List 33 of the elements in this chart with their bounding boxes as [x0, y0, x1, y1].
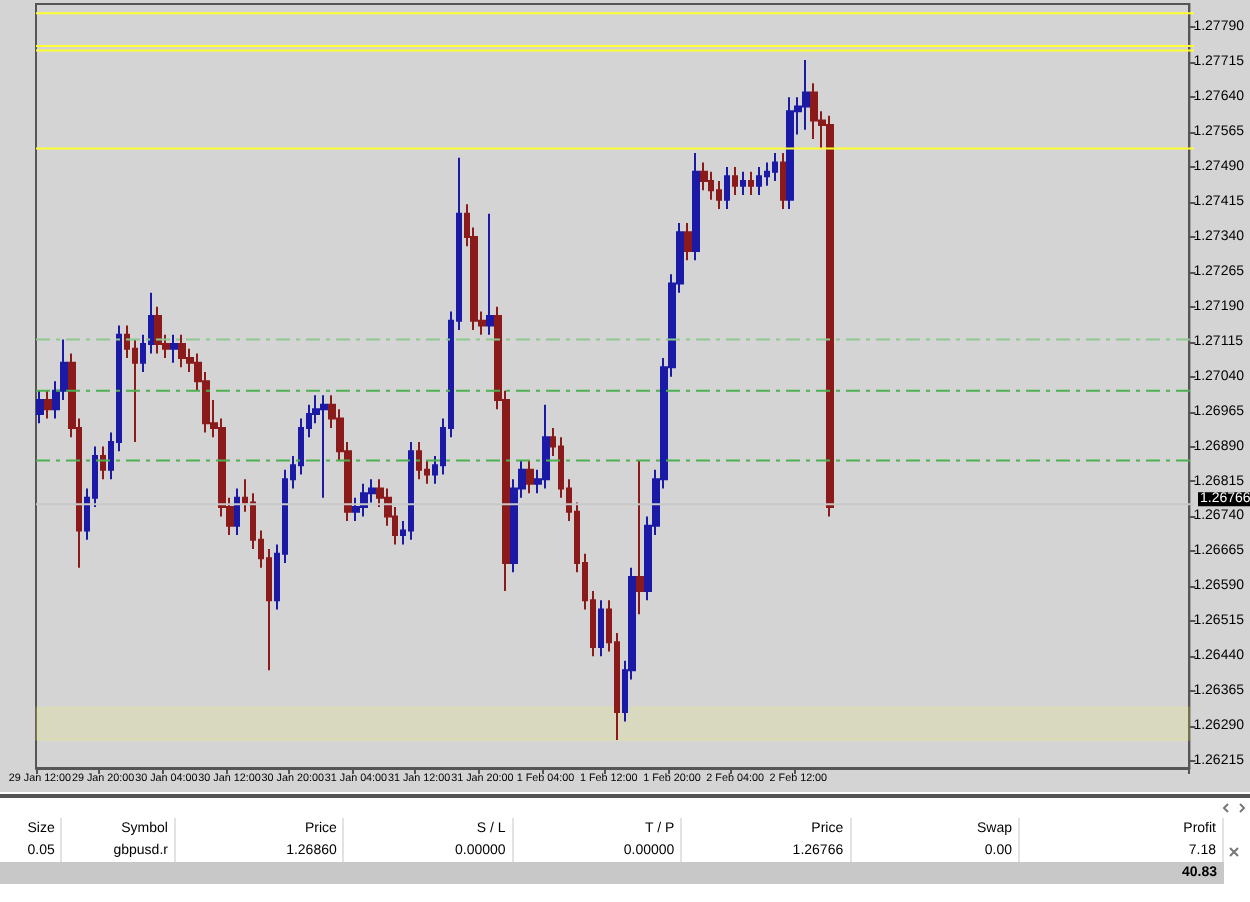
candlestick: [810, 82, 818, 141]
candlestick: [692, 152, 700, 262]
candlestick: [486, 212, 494, 336]
candlestick: [780, 152, 786, 210]
candlestick: [170, 333, 178, 364]
candlestick: [542, 403, 550, 490]
candlestick: [36, 389, 44, 425]
candlestick: [598, 599, 604, 658]
candlestick: [740, 170, 746, 196]
candlestick: [408, 440, 414, 541]
candlestick: [732, 166, 738, 196]
candlestick: [360, 482, 368, 518]
candlestick: [526, 459, 534, 495]
candlestick: [764, 161, 770, 187]
candlestick: [320, 394, 328, 499]
candlestick: [178, 333, 186, 369]
candlestick: [748, 170, 754, 196]
candlestick: [772, 152, 778, 183]
candlestick: [100, 445, 106, 481]
candlestick: [636, 459, 644, 616]
candlestick: [786, 96, 794, 210]
candlestick: [708, 170, 714, 201]
candlestick: [826, 114, 834, 518]
candlestick: [716, 180, 722, 210]
candlestick: [724, 166, 730, 210]
candlestick: [700, 161, 708, 192]
candlestick: [234, 487, 240, 537]
candlestick: [756, 166, 762, 196]
candlestick: [416, 440, 422, 481]
candlestick: [684, 221, 692, 262]
candlestick: [802, 58, 810, 131]
candlestick: [44, 389, 52, 420]
candlestick: [154, 305, 162, 355]
